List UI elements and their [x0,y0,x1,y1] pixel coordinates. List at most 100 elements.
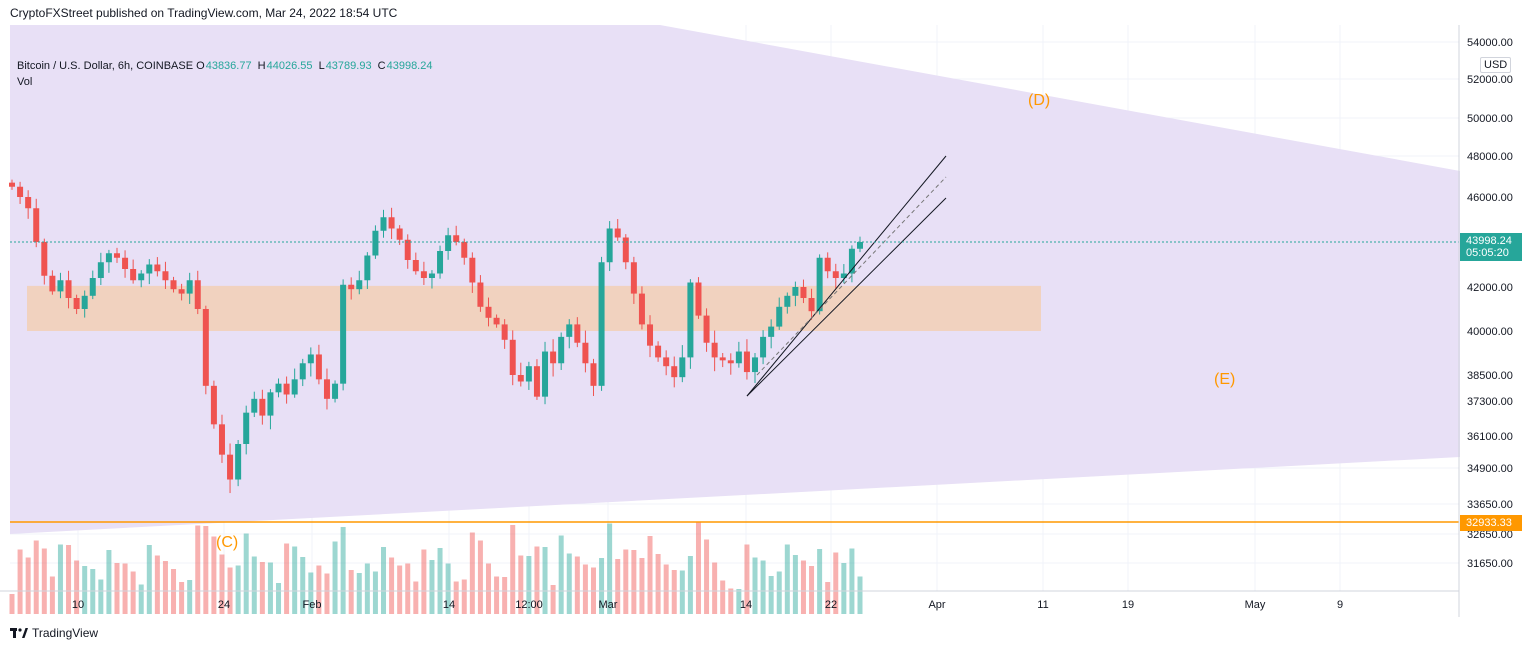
volume-bar [792,555,798,614]
volume-bar [510,525,516,614]
volume-bar [728,588,734,614]
volume-bar [372,571,378,614]
volume-bar [776,571,782,614]
candle [655,341,662,362]
candle [17,181,24,204]
candle [138,270,145,288]
candle [703,308,710,352]
volume-bar [251,556,257,614]
symbol-label[interactable]: Bitcoin / U.S. Dollar, 6h, COINBASE [17,60,194,72]
candle [186,272,193,304]
time-tick-label: 19 [1122,599,1134,611]
chart-area[interactable]: 54000.00 52000.00 50000.00 48000.00 46000.00… [0,25,1536,617]
candle [485,297,492,327]
bar-countdown: 05:05:20 [1466,247,1509,259]
volume-bar [33,540,39,614]
volume-bar [518,555,524,614]
volume-bar [98,579,104,614]
price-tick-label: 42000.00 [1467,282,1513,294]
price-tick-label: 33650.00 [1467,499,1513,511]
candle [251,391,258,418]
candle [154,257,161,277]
publish-info: CryptoFXStreet published on TradingView.… [10,6,398,20]
candle [679,345,686,383]
candle [808,288,815,320]
price-tick-label: 46000.00 [1467,192,1513,204]
candle [743,339,750,380]
volume-bar [639,558,645,614]
volume-bar [550,585,556,614]
volume-bar [292,546,298,614]
tradingview-logo-icon [10,628,28,638]
candle [784,292,791,314]
last-price-value: 43998.24 [1466,235,1512,247]
volume-label[interactable]: Vol [17,76,33,88]
volume-bar [57,544,63,614]
candle [582,330,589,373]
volume-bar [154,555,160,614]
currency-badge[interactable]: USD [1480,57,1512,73]
price-tick-label: 54000.00 [1467,37,1513,49]
volume-bar [647,536,653,614]
candle [687,279,694,369]
price-tick-label: 37300.00 [1467,396,1513,408]
high-label: H [257,60,266,72]
candle [25,190,32,219]
volume-bar [405,563,411,614]
volume-bar [276,583,282,614]
candlesticks [9,179,863,494]
volume-bar [397,565,403,614]
candle [9,179,15,190]
last-price-tag: 43998.24 05:05:20 [1460,233,1522,261]
candle [113,247,120,263]
volume-bar [615,559,621,614]
price-tick-label: 32650.00 [1467,529,1513,541]
volume-bar [800,560,806,614]
volume-bar [82,566,88,614]
candle [453,225,460,246]
candle [218,414,225,463]
volume-bar [259,562,265,614]
volume-bar [534,546,540,614]
tradingview-brand[interactable]: TradingView [10,626,98,640]
candle [606,221,613,272]
candle [727,353,734,375]
volume-bar [413,581,419,614]
volume-bar [477,540,483,614]
time-tick-label: 14 [740,599,752,611]
price-tick-label: 40000.00 [1467,326,1513,338]
volume-bar [66,545,72,614]
volume-bar [348,570,354,614]
price-chart[interactable]: 54000.00 52000.00 50000.00 48000.00 46000.00… [0,25,1536,617]
candle [428,270,435,289]
time-tick-label: 10 [72,599,84,611]
price-axis[interactable]: 54000.00 52000.00 50000.00 48000.00 46000.00… [1467,37,1513,570]
volume-bar [655,554,661,614]
candle [348,277,355,300]
candle [663,350,670,376]
candle [711,330,718,372]
candle [824,252,831,279]
candle [97,252,104,285]
volume-bar [437,548,443,614]
volume-bar [284,543,290,614]
volume-bar [332,541,338,614]
candle [356,270,363,295]
candle [380,209,387,238]
volume-bar [720,580,726,614]
candle [227,443,234,494]
candle [57,272,64,299]
candle [840,264,847,284]
candle [517,362,524,387]
volume-bar [235,565,241,614]
candle [41,238,48,285]
candle [461,238,468,265]
candle [590,358,597,397]
candle [89,270,96,300]
time-axis[interactable]: 10 24 Feb 14 12:00 Mar 14 22 Apr 11 19 May 9 [72,599,1343,611]
volume-bar [316,565,322,614]
volume-bar [49,576,55,614]
volume-bar [195,525,201,614]
candle [509,330,516,386]
volume-bar [364,563,370,614]
